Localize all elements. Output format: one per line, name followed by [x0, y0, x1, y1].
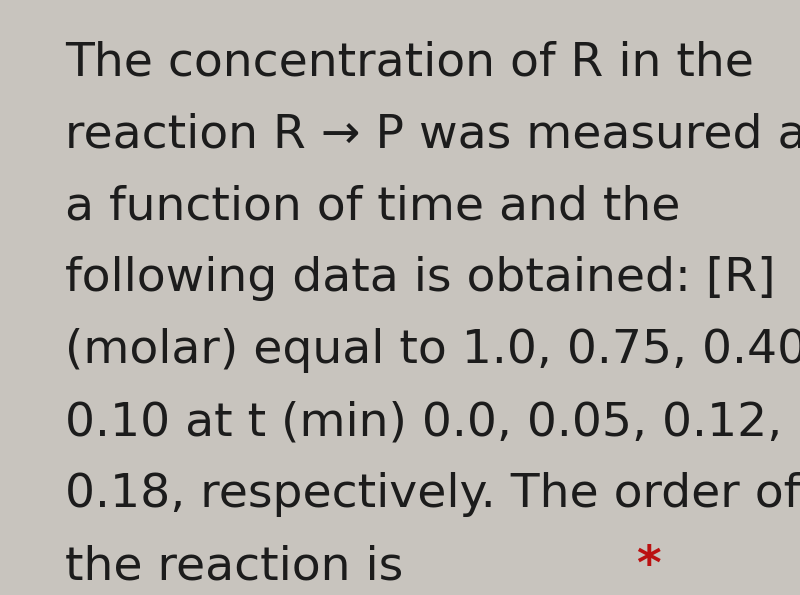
Text: 0.10 at t (min) 0.0, 0.05, 0.12,: 0.10 at t (min) 0.0, 0.05, 0.12, [65, 400, 782, 445]
Text: the reaction is: the reaction is [65, 544, 418, 589]
Text: (molar) equal to 1.0, 0.75, 0.40,: (molar) equal to 1.0, 0.75, 0.40, [65, 328, 800, 373]
Text: 0.18, respectively. The order of: 0.18, respectively. The order of [65, 472, 800, 517]
Text: The concentration of R in the: The concentration of R in the [65, 40, 754, 85]
Text: reaction R → P was measured as: reaction R → P was measured as [65, 112, 800, 157]
Text: following data is obtained: [R]: following data is obtained: [R] [65, 256, 775, 301]
Text: *: * [636, 544, 661, 589]
Text: a function of time and the: a function of time and the [65, 184, 680, 229]
